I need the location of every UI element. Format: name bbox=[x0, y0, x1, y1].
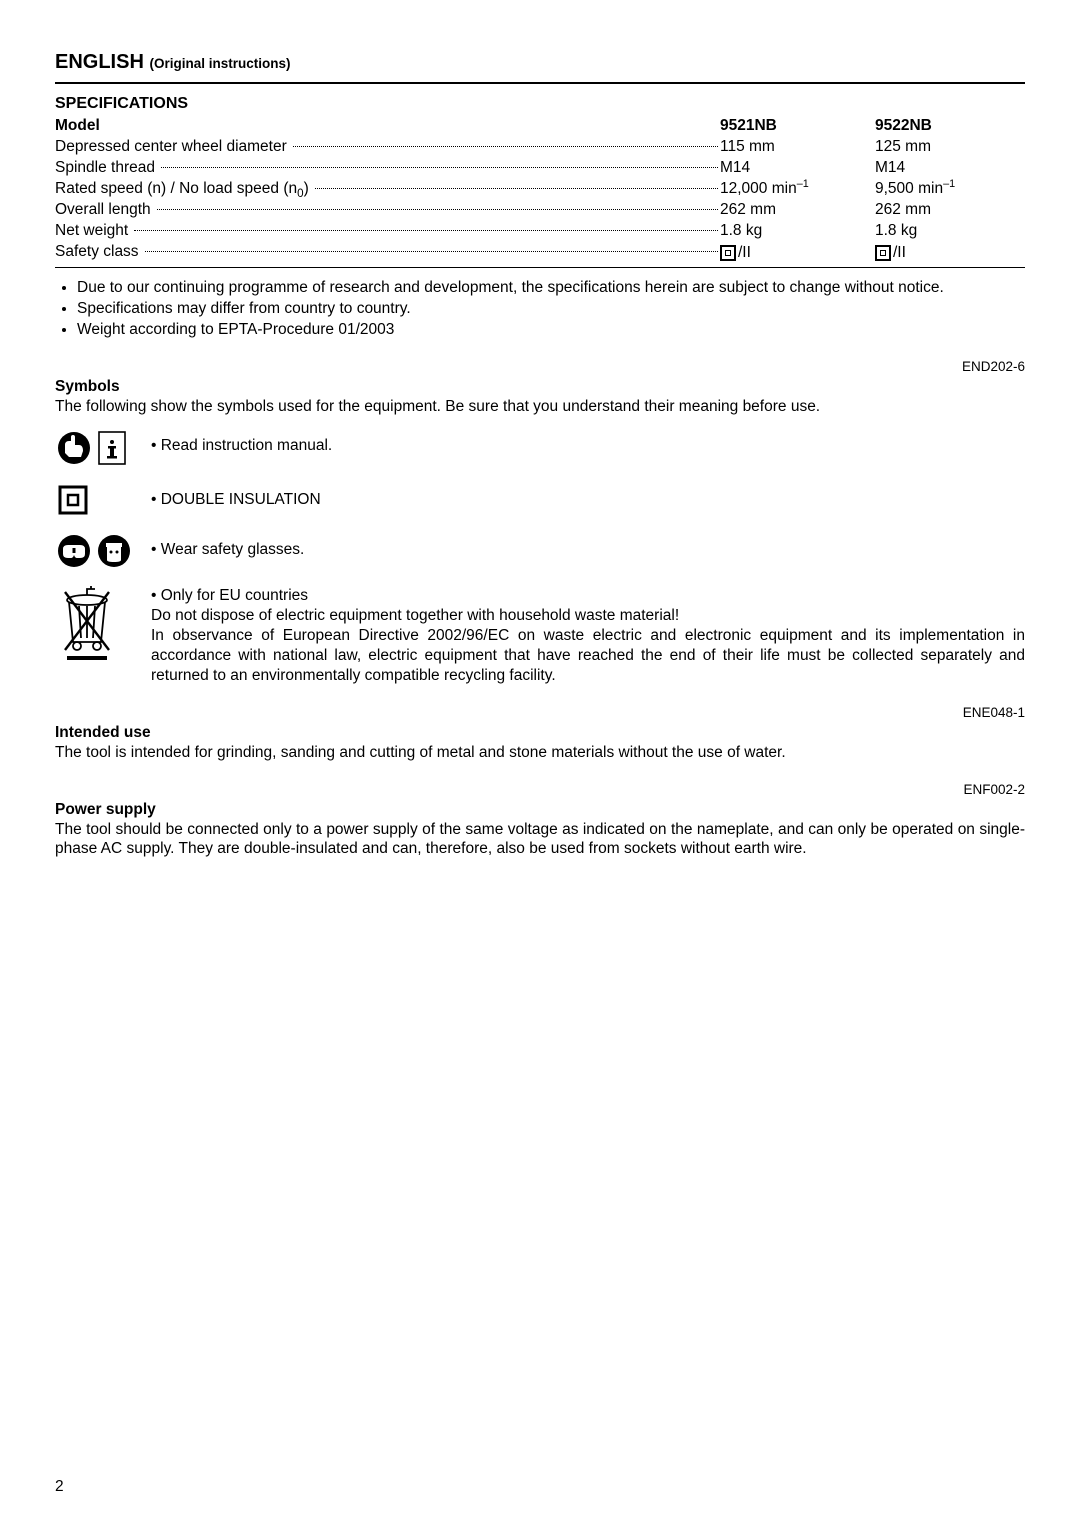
weee-bin-icon bbox=[57, 586, 117, 662]
spec-row: Rated speed (n) / No load speed (n0) 12,… bbox=[55, 179, 1025, 200]
model-1-header: 9521NB bbox=[720, 116, 875, 137]
symbol-row: DOUBLE INSULATION bbox=[55, 484, 1025, 516]
spec-table: Model 9521NB 9522NB Depressed center whe… bbox=[55, 116, 1025, 263]
spec-row: Overall length 262 mm 262 mm bbox=[55, 200, 1025, 221]
symbol-icon-group bbox=[55, 534, 151, 568]
safety-glasses-icon bbox=[57, 534, 91, 568]
spec-label: Safety class bbox=[55, 242, 143, 262]
double-insulation-icon bbox=[57, 484, 89, 516]
spec-value-1: 1.8 kg bbox=[720, 221, 875, 241]
section-code: END202-6 bbox=[55, 358, 1025, 375]
symbol-text: Only for EU countries Do not dispose of … bbox=[151, 586, 1025, 685]
spec-row: Depressed center wheel diameter 115 mm 1… bbox=[55, 137, 1025, 158]
language-heading: ENGLISH (Original instructions) bbox=[55, 50, 1025, 76]
symbol-row: Wear safety glasses. bbox=[55, 534, 1025, 568]
symbol-text: DOUBLE INSULATION bbox=[151, 484, 1025, 510]
manual-book-icon bbox=[97, 430, 127, 466]
symbol-text: Read instruction manual. bbox=[151, 430, 1025, 456]
eu-body: Do not dispose of electric equipment tog… bbox=[151, 607, 1025, 683]
spec-row: Safety class /II /II bbox=[55, 242, 1025, 263]
spec-value-1: /II bbox=[720, 243, 875, 263]
dot-leader bbox=[161, 167, 718, 168]
spec-value-2: /II bbox=[875, 243, 1025, 263]
spec-value-1: M14 bbox=[720, 158, 875, 178]
note-item: Specifications may differ from country t… bbox=[77, 299, 1025, 319]
spec-row: Spindle thread M14 M14 bbox=[55, 158, 1025, 179]
spec-row: Net weight 1.8 kg 1.8 kg bbox=[55, 221, 1025, 242]
note-item: Weight according to EPTA-Procedure 01/20… bbox=[77, 320, 1025, 340]
language-name: ENGLISH bbox=[55, 51, 144, 73]
spec-value-2: 1.8 kg bbox=[875, 221, 1025, 241]
intended-use-title: Intended use bbox=[55, 723, 1025, 743]
face-shield-icon bbox=[97, 534, 131, 568]
symbol-text: Wear safety glasses. bbox=[151, 534, 1025, 560]
read-manual-hand-icon bbox=[57, 431, 91, 465]
spec-value-1: 12,000 min–1 bbox=[720, 179, 875, 199]
dot-leader bbox=[315, 188, 718, 189]
spec-label: Spindle thread bbox=[55, 158, 159, 178]
symbols-intro: The following show the symbols used for … bbox=[55, 397, 1025, 417]
dot-leader bbox=[145, 251, 718, 252]
power-supply-title: Power supply bbox=[55, 800, 1025, 820]
symbol-row: Only for EU countries Do not dispose of … bbox=[55, 586, 1025, 685]
note-item: Due to our continuing programme of resea… bbox=[77, 278, 1025, 298]
dot-leader bbox=[293, 146, 718, 147]
spec-label: Overall length bbox=[55, 200, 155, 220]
divider bbox=[55, 267, 1025, 268]
section-code: ENF002-2 bbox=[55, 781, 1025, 798]
symbols-title: Symbols bbox=[55, 377, 1025, 397]
spec-label: Depressed center wheel diameter bbox=[55, 137, 291, 157]
language-subtitle: (Original instructions) bbox=[149, 56, 290, 71]
specifications-title: SPECIFICATIONS bbox=[55, 94, 1025, 114]
spec-value-2: 125 mm bbox=[875, 137, 1025, 157]
symbol-icon-group bbox=[55, 430, 151, 466]
section-code: ENE048-1 bbox=[55, 704, 1025, 721]
spec-value-2: 262 mm bbox=[875, 200, 1025, 220]
notes-list: Due to our continuing programme of resea… bbox=[55, 278, 1025, 339]
symbol-row: Read instruction manual. bbox=[55, 430, 1025, 466]
spec-value-2: 9,500 min–1 bbox=[875, 179, 1025, 199]
spec-value-2: M14 bbox=[875, 158, 1025, 178]
power-supply-text: The tool should be connected only to a p… bbox=[55, 820, 1025, 860]
dot-leader bbox=[134, 230, 718, 231]
spec-header-row: Model 9521NB 9522NB bbox=[55, 116, 1025, 137]
model-2-header: 9522NB bbox=[875, 116, 1025, 137]
spec-value-1: 262 mm bbox=[720, 200, 875, 220]
double-insulation-icon bbox=[720, 245, 736, 261]
symbol-icon-group bbox=[55, 586, 151, 662]
spec-label: Rated speed (n) / No load speed (n0) bbox=[55, 179, 313, 199]
intended-use-text: The tool is intended for grinding, sandi… bbox=[55, 743, 1025, 763]
model-label: Model bbox=[55, 116, 720, 137]
page-number: 2 bbox=[55, 1477, 64, 1497]
double-insulation-icon bbox=[875, 245, 891, 261]
dot-leader bbox=[157, 209, 718, 210]
spec-label: Net weight bbox=[55, 221, 132, 241]
symbol-icon-group bbox=[55, 484, 151, 516]
spec-value-1: 115 mm bbox=[720, 137, 875, 157]
divider bbox=[55, 82, 1025, 84]
eu-heading: Only for EU countries bbox=[151, 587, 308, 604]
